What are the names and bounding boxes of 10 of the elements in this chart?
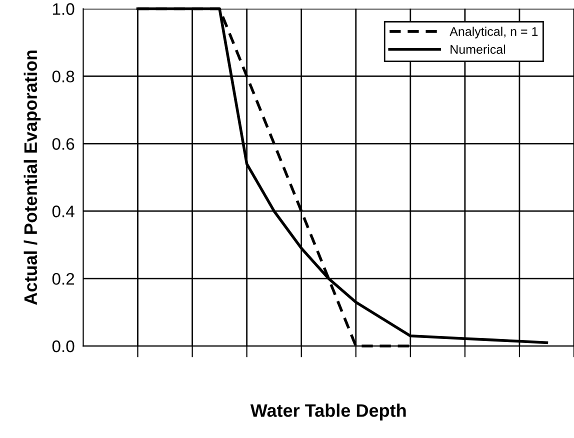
y-tick-label: 0.6 — [52, 138, 74, 150]
y-tick-label: 0.4 — [52, 206, 74, 218]
y-tick-label: 0.8 — [52, 70, 74, 82]
legend-label: Numerical — [450, 44, 506, 54]
y-tick-label: 0.2 — [52, 272, 74, 285]
x-axis-title: Water Table Depth — [250, 404, 406, 420]
legend-label: Analytical, n = 1 — [450, 26, 538, 38]
y-tick-label: 1.0 — [53, 3, 74, 15]
y-axis-title: Actual / Potential Evaporation — [24, 50, 41, 305]
y-tick-label: 0.0 — [52, 340, 74, 352]
